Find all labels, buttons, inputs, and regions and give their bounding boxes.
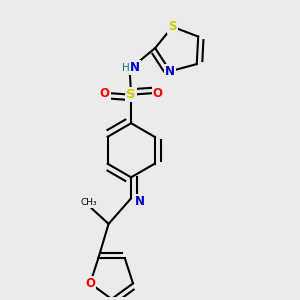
Text: O: O	[100, 87, 110, 100]
Text: N: N	[130, 61, 140, 74]
Text: O: O	[152, 87, 163, 100]
Text: CH₃: CH₃	[81, 198, 98, 207]
Text: N: N	[165, 65, 175, 78]
Text: H: H	[122, 63, 129, 73]
Text: S: S	[126, 88, 136, 101]
Text: S: S	[168, 20, 177, 33]
Text: O: O	[85, 277, 95, 290]
Text: N: N	[135, 195, 145, 208]
